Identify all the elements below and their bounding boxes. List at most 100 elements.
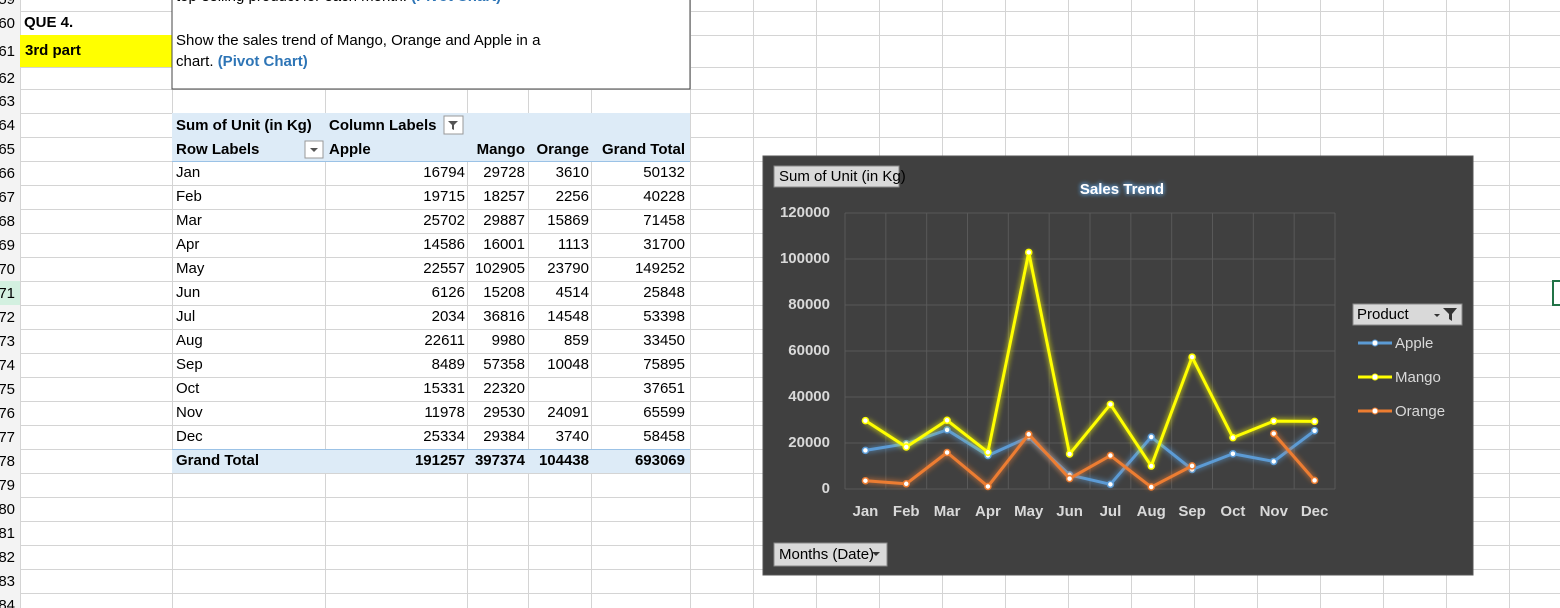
column-header: Grand Total (602, 141, 685, 158)
row-header (0, 329, 20, 353)
value-field-button[interactable] (773, 165, 900, 188)
row-header (0, 209, 20, 233)
pivot-table: Sum of Unit (in Kg) Column Labels Row La… (172, 113, 690, 473)
cell-value: 11978 (424, 404, 465, 421)
row-number: 72 (0, 309, 15, 326)
cell-value: 3610 (556, 164, 589, 181)
task-prev: top-selling product for each month. (Piv… (176, 0, 501, 5)
row-label: Jun (176, 284, 200, 301)
total-value: 397374 (475, 452, 526, 469)
series-line (864, 250, 1315, 468)
data-point (943, 416, 951, 425)
cell-value: 58458 (643, 428, 685, 445)
cell-value: 24091 (547, 404, 589, 421)
data-point (1270, 429, 1278, 438)
row-number: 62 (0, 70, 15, 87)
x-tick-label: Nov (1260, 503, 1289, 520)
data-point (1188, 462, 1196, 470)
data-point (1147, 433, 1155, 441)
data-point (1147, 483, 1155, 491)
cell-value: 1113 (558, 236, 589, 253)
filter-icon (448, 121, 458, 130)
column-header: Apple (329, 141, 371, 158)
row-header (0, 233, 20, 257)
cell-value: 23790 (547, 260, 589, 277)
row-header (0, 89, 20, 113)
data-point (861, 476, 870, 485)
row-number: 71 (0, 285, 15, 302)
row-labels: Row Labels (176, 141, 259, 158)
cell-value: 15208 (483, 284, 525, 301)
legend-marker (1371, 373, 1379, 381)
data-point (1270, 417, 1278, 425)
row-label: Oct (176, 380, 200, 397)
legend-field-button[interactable] (1352, 303, 1463, 326)
data-point (1270, 457, 1278, 466)
axis-field-button[interactable] (773, 542, 888, 567)
row-number: 66 (0, 165, 15, 182)
cell-value: 16001 (483, 236, 525, 253)
row-number: 83 (0, 573, 15, 590)
cell-value: 29530 (483, 404, 525, 421)
cell-value: 36816 (483, 308, 525, 325)
row-header (0, 425, 20, 449)
cell-value: 40228 (643, 188, 685, 205)
selected-cell[interactable] (1552, 280, 1560, 306)
cell-value: 75895 (643, 356, 685, 373)
x-tick-label: Feb (893, 503, 920, 520)
cell-value: 16794 (423, 164, 465, 181)
pivot-chart: Sales Trend Sum of Unit (in Kg) Months (… (762, 155, 1474, 576)
row-label: Jul (176, 308, 195, 325)
row-number: 69 (0, 237, 15, 254)
task-link: (Pivot Chart) (218, 53, 308, 70)
task-prev-text: top-selling product for each month. (176, 0, 407, 5)
row-number: 67 (0, 189, 15, 206)
row-number: 65 (0, 141, 15, 158)
cell-value: 15869 (547, 212, 589, 229)
axis-field-button-label: Months (Date) (779, 546, 874, 563)
question-label: QUE 4. (24, 14, 73, 31)
row-header (0, 281, 20, 305)
data-point (1106, 480, 1115, 489)
row-header (0, 113, 20, 137)
row-number: 74 (0, 357, 15, 374)
row-label: Sep (176, 356, 203, 373)
cell-value: 29887 (483, 212, 525, 229)
row-label: Aug (176, 332, 203, 349)
cell-value: 3740 (556, 428, 589, 445)
row-header (0, 593, 20, 608)
row-number: 79 (0, 477, 15, 494)
x-tick-label: May (1014, 503, 1044, 520)
part-label: 3rd part (25, 42, 81, 59)
data-point (861, 416, 870, 425)
row-label: Nov (176, 404, 203, 421)
task-prev-link: (Pivot Chart) (411, 0, 501, 5)
cell-value: 859 (564, 332, 589, 349)
row-number: 80 (0, 501, 15, 518)
y-tick-label: 100000 (780, 250, 830, 267)
cell-value: 149252 (635, 260, 685, 277)
y-tick-label: 20000 (788, 434, 830, 451)
data-point (1310, 426, 1319, 435)
row-number: 63 (0, 93, 15, 110)
data-point (1188, 353, 1196, 361)
row-header (0, 377, 20, 401)
y-tick-label: 60000 (788, 342, 830, 359)
row-header (0, 305, 20, 329)
cell-value: 9980 (492, 332, 525, 349)
row-header (0, 257, 20, 281)
dropdown-icon (310, 148, 318, 152)
cell-value: 10048 (547, 356, 589, 373)
cell-value: 25334 (423, 428, 465, 445)
row-number: 60 (0, 15, 15, 32)
data-point (1310, 476, 1319, 485)
row-label: Jan (176, 164, 200, 181)
chart-title: Sales Trend (1080, 181, 1164, 198)
cell-value: 22557 (423, 260, 465, 277)
data-point (902, 443, 910, 451)
task-cont: chart. (176, 53, 214, 70)
legend-label: Apple (1395, 335, 1433, 352)
highlight-cell (20, 35, 172, 67)
cell-value: 4514 (556, 284, 589, 301)
data-point (1310, 417, 1319, 426)
